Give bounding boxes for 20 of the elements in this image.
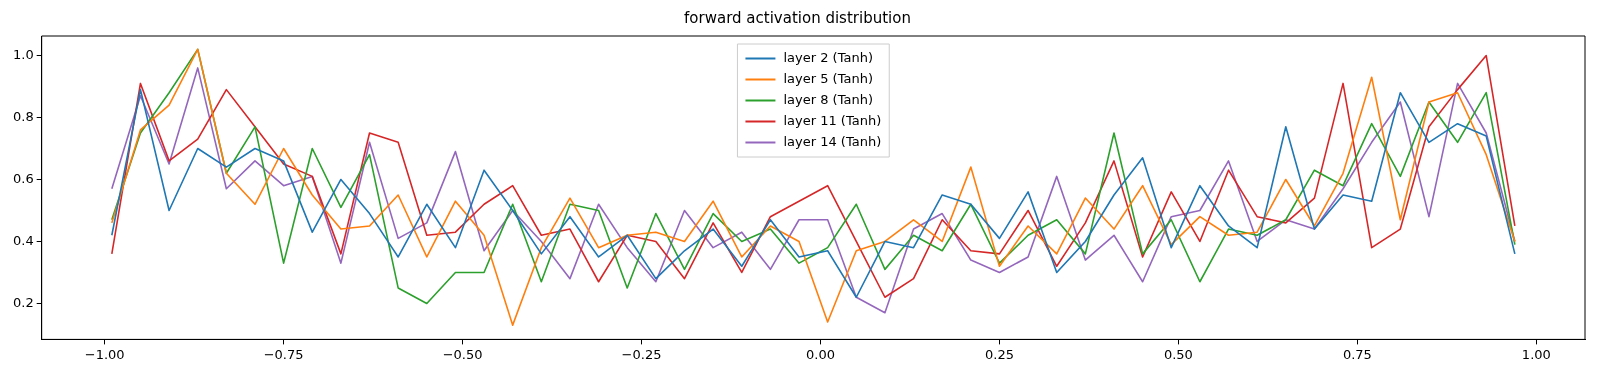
y-tick-label: 0.6 [12,170,34,186]
chart-title: forward activation distribution [684,8,911,27]
legend-label: layer 14 (Tanh) [783,133,882,149]
x-tick-label: −0.50 [442,346,483,362]
legend-label: layer 11 (Tanh) [783,112,882,128]
y-tick-label: 0.8 [12,108,34,124]
legend-label: layer 2 (Tanh) [783,49,873,65]
y-tick-label: 0.4 [12,232,34,248]
legend-label: layer 5 (Tanh) [783,70,873,86]
x-tick-label: 0.50 [1163,346,1193,362]
legend-label: layer 8 (Tanh) [783,91,873,107]
x-tick-label: 0.00 [806,346,835,362]
x-tick-label: 0.75 [1342,346,1372,362]
x-tick-label: 0.25 [984,346,1014,362]
x-tick-label: −1.00 [84,346,125,362]
x-tick-label: 1.00 [1521,346,1551,362]
x-tick-label: −0.75 [263,346,304,362]
y-tick-label: 0.2 [12,294,34,310]
y-tick-label: 1.0 [12,46,34,62]
x-tick-label: −0.25 [621,346,662,362]
